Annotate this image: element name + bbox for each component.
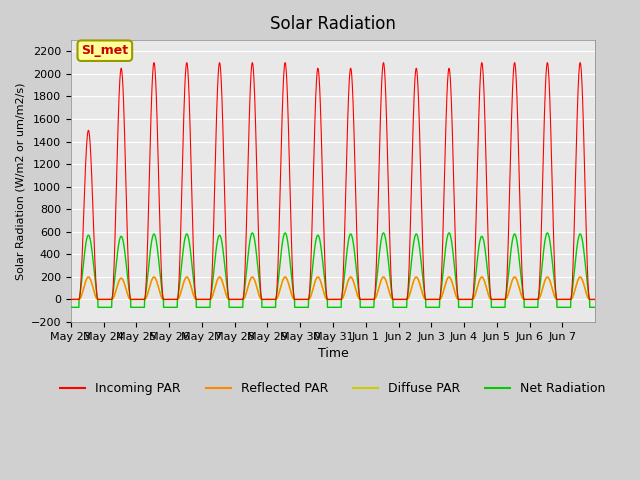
Legend: Incoming PAR, Reflected PAR, Diffuse PAR, Net Radiation: Incoming PAR, Reflected PAR, Diffuse PAR… — [55, 377, 611, 400]
Y-axis label: Solar Radiation (W/m2 or um/m2/s): Solar Radiation (W/m2 or um/m2/s) — [15, 82, 25, 280]
Title: Solar Radiation: Solar Radiation — [270, 15, 396, 33]
Text: SI_met: SI_met — [81, 44, 129, 57]
X-axis label: Time: Time — [317, 347, 348, 360]
